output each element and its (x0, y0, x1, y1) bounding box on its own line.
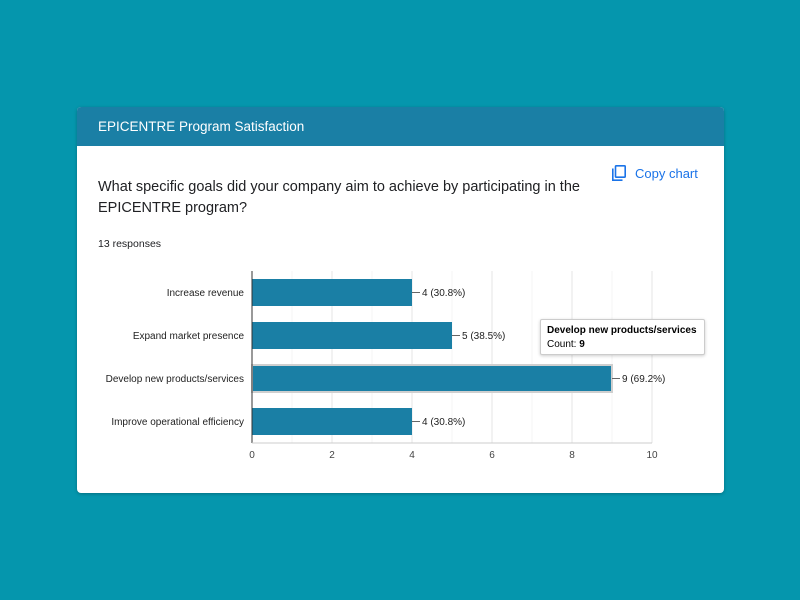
tooltip-count-value: 9 (579, 339, 585, 350)
bar (252, 322, 452, 349)
category-label: Increase revenue (167, 288, 245, 299)
x-tick-label: 6 (489, 450, 495, 461)
tooltip-count: Count: 9 (547, 338, 704, 352)
tooltip-title: Develop new products/services (547, 325, 697, 336)
data-label: 5 (38.5%) (462, 331, 505, 342)
card-header: EPICENTRE Program Satisfaction (77, 107, 724, 146)
bar (252, 408, 412, 435)
category-label: Develop new products/services (106, 374, 244, 385)
x-tick-label: 0 (249, 450, 255, 461)
copy-chart-button[interactable]: Copy chart (612, 163, 698, 183)
bar (251, 364, 613, 393)
copy-icon (612, 165, 626, 181)
x-tick-label: 4 (409, 450, 415, 461)
question-title: What specific goals did your company aim… (98, 179, 580, 216)
bar (252, 279, 412, 306)
chart-tooltip: Develop new products/services Count: 9 (540, 319, 705, 355)
x-tick-label: 2 (329, 450, 335, 461)
x-tick-label: 8 (569, 450, 575, 461)
card-title: EPICENTRE Program Satisfaction (98, 119, 305, 134)
data-label: 9 (69.2%) (622, 374, 665, 385)
response-count: 13 responses (98, 238, 162, 250)
bar-chart: 0 2 4 6 8 10 Increase revenue 4 (30.8%) Expand m… (106, 271, 665, 461)
chart-card: EPICENTRE Program Satisfaction Copy char… (77, 107, 724, 493)
tooltip-count-label: Count: (547, 339, 577, 350)
data-label: 4 (30.8%) (422, 417, 465, 428)
x-tick-label: 10 (646, 450, 658, 461)
copy-chart-label: Copy chart (635, 165, 698, 181)
category-label: Expand market presence (133, 331, 245, 342)
category-label: Improve operational efficiency (111, 417, 244, 428)
data-label: 4 (30.8%) (422, 288, 465, 299)
